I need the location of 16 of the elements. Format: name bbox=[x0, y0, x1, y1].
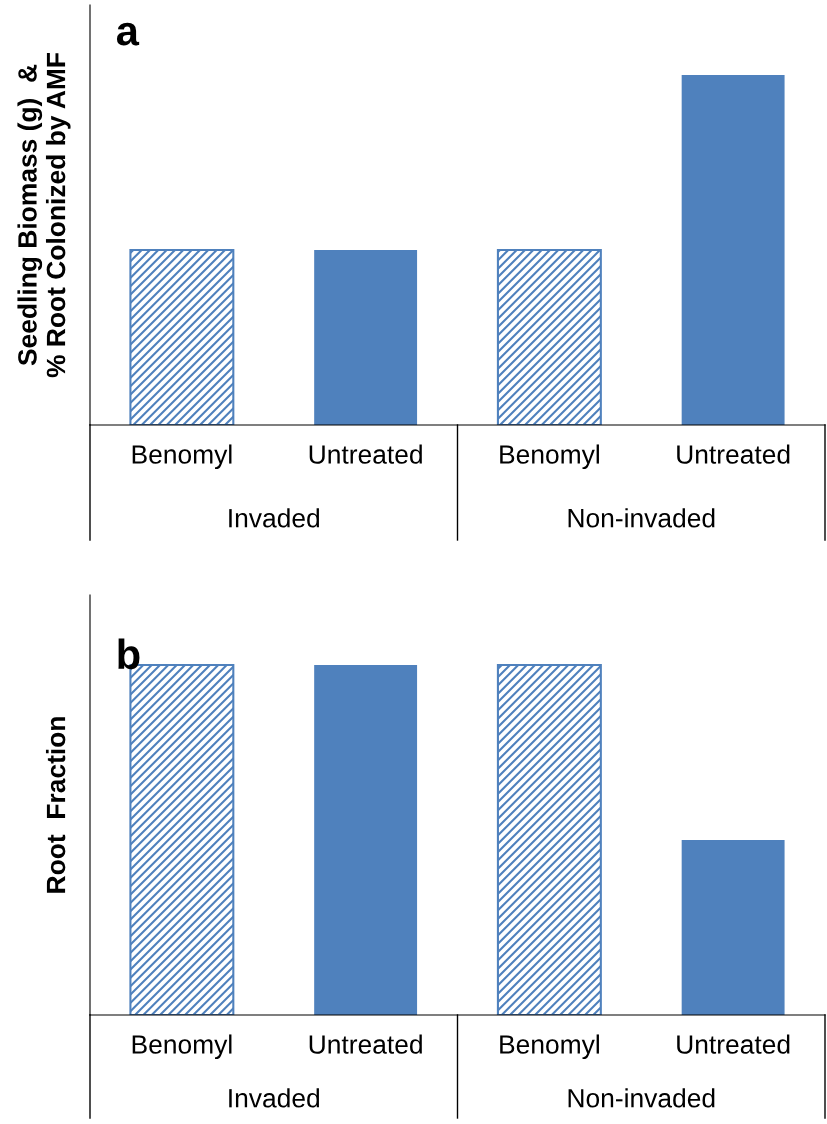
chart-title: b bbox=[118, 638, 140, 670]
x-tick-label: Untreated bbox=[309, 444, 422, 464]
x-tick-label: Untreated bbox=[677, 444, 790, 464]
x-tick-label: Untreated bbox=[309, 1034, 422, 1054]
text: Non-invaded bbox=[568, 508, 715, 528]
x-tick-label: Benomyl bbox=[500, 444, 599, 470]
x-tick-label: Benomyl bbox=[132, 1034, 232, 1060]
chart-title: a bbox=[116, 22, 140, 46]
y-axis-title: Root Fraction bbox=[45, 717, 66, 893]
y-axis-title: Seedling Biomass (g) & % Root Colonized by AMF bbox=[17, 53, 71, 378]
x-tick-label: Untreated bbox=[677, 1034, 790, 1054]
text: Invaded bbox=[229, 508, 320, 528]
x-tick-label: Benomyl bbox=[132, 444, 232, 470]
text: Invaded bbox=[229, 1088, 320, 1108]
text: Non-invaded bbox=[568, 1088, 715, 1108]
x-tick-label: Benomyl bbox=[500, 1034, 599, 1060]
